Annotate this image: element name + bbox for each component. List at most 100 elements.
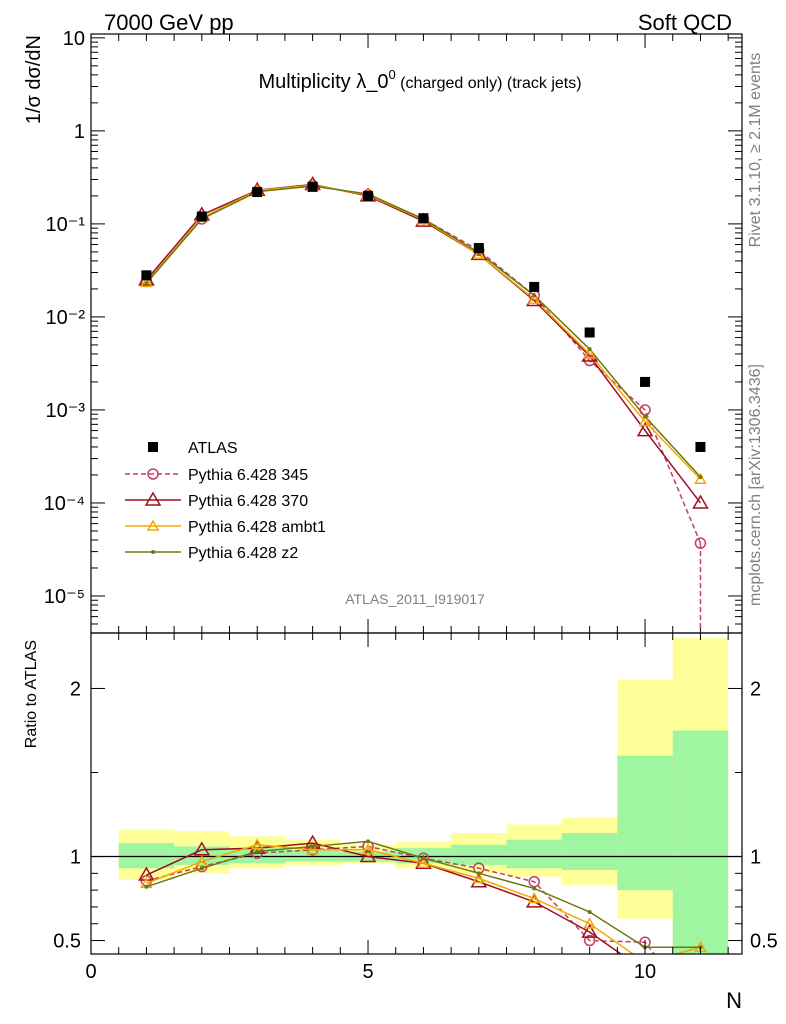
point-atlas: [640, 376, 651, 387]
band-inner: [672, 730, 729, 954]
ratio-y-tick-label-left: 2: [70, 678, 81, 700]
x-axis-label: N: [726, 988, 742, 1013]
legend-marker-ambt1: [146, 519, 160, 531]
analysis-label: ATLAS_2011_I919017: [345, 591, 485, 607]
main-panel: 10⁻⁵ 10⁻⁴ 10⁻³ 10⁻² 10⁻¹ 1 10: [44, 28, 743, 634]
ratio-panel: 0.5 0.5 1 1 2 2 0 5 10: [53, 632, 778, 983]
band-inner: [118, 843, 175, 869]
point-ambt1: [583, 347, 596, 359]
ratio-point-z2: [144, 884, 149, 889]
point-ambt1: [140, 275, 153, 288]
side-label-version: Rivet 3.1.10, ≥ 2.1M events: [747, 53, 764, 248]
main-frame: [90, 33, 743, 634]
ratio-point-z2: [421, 856, 426, 861]
legend-label: Pythia 6.428 z2: [188, 545, 298, 562]
band-inner: [284, 849, 341, 862]
ratio-point-ambt1: [195, 855, 209, 867]
point-z2: [698, 475, 703, 480]
point-atlas: [584, 327, 595, 338]
ratio-y-tick-label-right: 2: [750, 678, 761, 700]
point-ambt1: [694, 472, 707, 484]
point-z2: [532, 293, 537, 298]
ratio-line-ambt1: [146, 843, 701, 954]
legend-label: Pythia 6.428 ambt1: [188, 519, 326, 536]
ratio-y-tick-label-right: 1: [750, 847, 761, 869]
point-370: [470, 245, 488, 261]
chart-title: Multiplicity λ_00 (charged only) (track …: [258, 67, 581, 93]
ratio-point-z2: [532, 886, 537, 891]
y-tick-label: 10⁻⁴: [44, 493, 85, 515]
ratio-point-ambt1: [417, 856, 430, 868]
ratio-point-370: [359, 848, 377, 863]
point-atlas: [529, 281, 540, 292]
ratio-point-z2: [587, 909, 592, 914]
ratio-point-ambt1: [527, 891, 541, 904]
y-tick-label: 10⁻²: [46, 307, 86, 329]
ratio-point-z2: [255, 849, 260, 854]
side-label-source: mcplots.cern.ch [arXiv:1306.3436]: [747, 364, 764, 606]
ratio-point-z2: [366, 839, 371, 844]
point-370: [636, 422, 654, 437]
ratio-y-tick-label-right: 0.5: [750, 931, 778, 953]
band-inner: [506, 839, 562, 869]
legend-label: Pythia 6.428 370: [188, 493, 308, 510]
legend-marker-345: [147, 468, 159, 480]
legend-marker-370: [144, 491, 162, 506]
ratio-point-ambt1: [250, 838, 264, 850]
point-atlas: [363, 190, 374, 201]
legend-label: Pythia 6.428 345: [188, 467, 308, 484]
band-inner: [561, 832, 618, 870]
point-ambt1: [527, 292, 541, 304]
band-inner: [617, 755, 673, 891]
point-ambt1: [472, 247, 486, 260]
ratio-point-z2: [476, 871, 481, 876]
x-tick-label: 0: [85, 961, 96, 983]
legend-marker-atlas: [148, 442, 158, 452]
ratio-point-370: [193, 841, 211, 856]
ratio-point-ambt1: [583, 917, 596, 929]
point-z2: [144, 281, 149, 286]
point-atlas: [307, 181, 318, 192]
point-370: [692, 494, 709, 509]
y-tick-label: 10⁻³: [46, 400, 86, 422]
legend-marker-z2: [151, 550, 155, 554]
point-atlas: [695, 441, 706, 452]
point-ambt1: [638, 415, 652, 427]
point-atlas: [141, 270, 152, 281]
point-atlas: [252, 187, 263, 198]
ratio-point-ambt1: [472, 871, 486, 884]
ratio-y-axis-label: Ratio to ATLAS: [23, 640, 40, 748]
ratio-y-tick-label-left: 0.5: [53, 931, 81, 953]
point-atlas: [418, 213, 429, 224]
main-y-axis-label: 1/σ dσ/dN: [23, 35, 45, 124]
point-z2: [643, 414, 648, 419]
ratio-point-ambt1: [306, 843, 319, 855]
ratio-frame: [90, 632, 743, 955]
ratio-point-345: [583, 934, 596, 947]
ratio-point-ambt1: [361, 843, 375, 855]
series-line-ambt1: [145, 184, 701, 480]
series-line-z2: [145, 185, 702, 478]
ratio-point-370: [138, 866, 155, 881]
point-atlas: [473, 243, 484, 254]
header-left: 7000 GeV pp: [104, 10, 234, 35]
ratio-bands: [118, 638, 729, 954]
x-tick-label: 5: [362, 961, 373, 983]
legend-label: ATLAS: [188, 440, 238, 457]
series-line-345: [145, 184, 702, 544]
ratio-point-370: [581, 923, 598, 938]
x-tick-label: 10: [634, 961, 656, 983]
point-atlas: [196, 211, 207, 222]
ratio-point-z2: [310, 844, 315, 849]
y-tick-label: 10⁻¹: [46, 214, 86, 236]
header-right: Soft QCD: [638, 10, 732, 35]
ratio-lines: [138, 834, 707, 954]
y-tick-label: 1: [74, 121, 85, 143]
y-tick-label: 10⁻⁵: [44, 586, 85, 608]
point-345: [694, 537, 707, 549]
point-z2: [587, 347, 592, 352]
ratio-y-tick-label-left: 1: [70, 847, 81, 869]
band-inner: [451, 844, 507, 865]
y-tick-label: 10: [63, 28, 85, 50]
